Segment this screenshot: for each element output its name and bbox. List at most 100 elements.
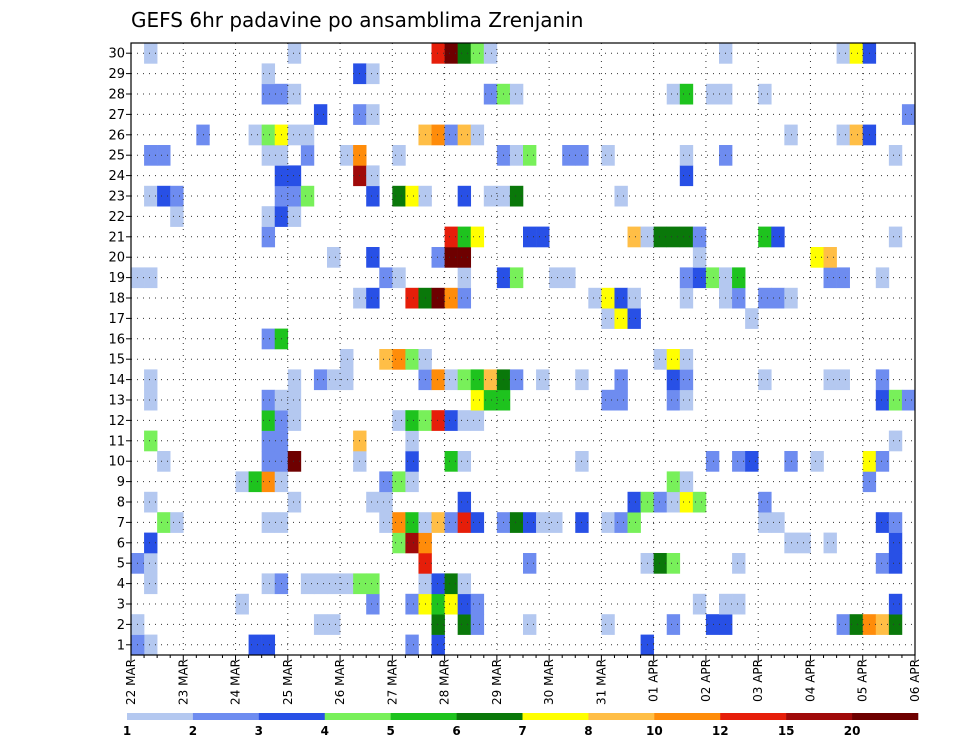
precip-cell bbox=[523, 145, 537, 166]
precip-cell bbox=[444, 226, 458, 248]
precip-cell bbox=[836, 369, 850, 391]
precip-cell bbox=[405, 430, 419, 452]
precip-cell bbox=[875, 614, 890, 635]
precip-cell bbox=[627, 308, 641, 329]
precip-cell bbox=[692, 267, 707, 289]
precip-cell bbox=[836, 124, 850, 146]
legend-label: 10 bbox=[646, 724, 663, 738]
precip-cell bbox=[248, 471, 262, 493]
precip-cell bbox=[366, 63, 380, 85]
precip-cell bbox=[457, 226, 472, 248]
precip-cell bbox=[771, 287, 785, 309]
precip-cell bbox=[405, 512, 419, 533]
y-tick-label: 24 bbox=[108, 169, 125, 184]
precip-cell bbox=[470, 410, 485, 431]
precip-cell bbox=[614, 185, 628, 207]
precip-cell bbox=[366, 287, 380, 309]
precip-cell bbox=[444, 512, 458, 533]
precip-cell bbox=[483, 369, 498, 391]
precip-cell bbox=[679, 471, 694, 493]
precip-cell bbox=[509, 369, 524, 391]
precip-cell bbox=[261, 145, 276, 166]
y-tick-label: 7 bbox=[117, 516, 125, 531]
precip-cell bbox=[170, 185, 184, 207]
precip-cell bbox=[300, 124, 315, 146]
x-tick-label: 26 MAR bbox=[333, 659, 347, 705]
precip-cell bbox=[614, 287, 628, 309]
precip-cell bbox=[888, 389, 903, 411]
precip-cell bbox=[614, 308, 628, 329]
precip-cell bbox=[327, 614, 341, 635]
precip-cell bbox=[627, 491, 641, 513]
precip-cell bbox=[601, 389, 615, 411]
y-tick-label: 19 bbox=[108, 271, 125, 286]
precip-cell bbox=[692, 247, 707, 268]
precip-cell bbox=[875, 553, 890, 574]
precip-cell bbox=[366, 491, 380, 513]
precip-cell bbox=[679, 369, 694, 391]
precip-cell bbox=[810, 247, 824, 268]
y-tick-label: 14 bbox=[108, 373, 125, 388]
precip-cell bbox=[313, 369, 328, 391]
precip-cell bbox=[745, 451, 759, 472]
precip-cell bbox=[836, 267, 850, 289]
precip-cell bbox=[170, 512, 184, 533]
y-tick-label: 11 bbox=[108, 434, 125, 449]
precip-cell bbox=[261, 512, 276, 533]
precip-cell bbox=[823, 369, 837, 391]
precip-cell bbox=[340, 369, 354, 391]
precip-cell bbox=[392, 349, 406, 370]
precip-cell bbox=[405, 185, 419, 207]
x-tick-label: 05 APR bbox=[856, 659, 870, 702]
y-tick-label: 6 bbox=[117, 536, 125, 551]
precip-cell bbox=[601, 308, 615, 329]
precip-cell bbox=[523, 553, 537, 574]
precip-cell bbox=[444, 573, 458, 595]
precip-cell bbox=[444, 410, 458, 431]
precip-cell bbox=[483, 83, 498, 105]
precip-cell bbox=[666, 226, 681, 248]
precip-cell bbox=[771, 512, 785, 533]
precip-cell bbox=[235, 593, 249, 615]
legend-swatch bbox=[258, 713, 326, 720]
precip-cell bbox=[366, 573, 380, 595]
precip-cell bbox=[666, 389, 681, 411]
precip-cell bbox=[444, 287, 458, 309]
precip-cell bbox=[144, 553, 158, 574]
precip-cell bbox=[849, 124, 864, 146]
precip-cell bbox=[666, 369, 681, 391]
precip-cell bbox=[261, 573, 276, 595]
precip-cell bbox=[483, 185, 498, 207]
precip-cell bbox=[366, 104, 380, 125]
precip-cell bbox=[392, 185, 406, 207]
precip-cell bbox=[523, 512, 537, 533]
precip-cell bbox=[327, 369, 341, 391]
precip-cell bbox=[732, 267, 746, 289]
precip-cell bbox=[392, 145, 406, 166]
precip-cell bbox=[483, 43, 498, 64]
precip-cell bbox=[287, 83, 302, 105]
precip-cell bbox=[470, 593, 485, 615]
precip-cell bbox=[287, 206, 302, 227]
precip-cell bbox=[144, 491, 158, 513]
precip-cell bbox=[627, 287, 641, 309]
y-tick-label: 3 bbox=[117, 598, 125, 613]
y-tick-label: 16 bbox=[108, 332, 125, 347]
precip-cell bbox=[405, 451, 419, 472]
legend-label: 7 bbox=[518, 724, 526, 738]
x-tick-label: 29 MAR bbox=[490, 659, 504, 705]
y-tick-label: 22 bbox=[108, 210, 125, 225]
precip-cell bbox=[470, 43, 485, 64]
y-tick-label: 12 bbox=[108, 414, 125, 429]
precip-cell bbox=[705, 614, 720, 635]
precip-cell bbox=[653, 226, 668, 248]
precip-cell bbox=[732, 553, 746, 574]
legend-label: 4 bbox=[321, 724, 329, 738]
precip-cell bbox=[810, 451, 824, 472]
precip-cell bbox=[509, 512, 524, 533]
precip-cell bbox=[431, 410, 445, 431]
precip-cell bbox=[679, 226, 694, 248]
precip-cell bbox=[601, 512, 615, 533]
precip-cell bbox=[431, 634, 445, 656]
